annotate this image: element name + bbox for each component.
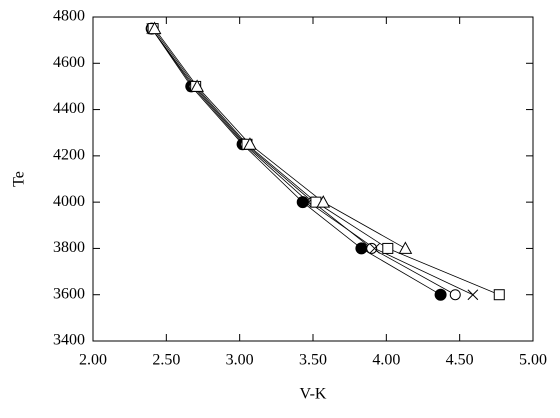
x-tick-label: 2.00	[79, 352, 107, 369]
y-tick-label: 4000	[53, 193, 85, 210]
marker	[190, 79, 204, 92]
marker	[398, 241, 413, 254]
marker	[449, 289, 461, 301]
marker	[147, 21, 162, 35]
x-tick-label: 3.50	[299, 352, 327, 369]
y-axis-label: Te	[11, 171, 28, 187]
series-line	[151, 28, 456, 296]
x-tick-label: 4.00	[372, 352, 400, 369]
x-tick-label: 2.50	[152, 352, 180, 369]
marker	[316, 195, 331, 208]
y-tick-label: 4200	[53, 147, 85, 164]
x-tick-label: 4.50	[446, 352, 474, 369]
x-tick-label: 5.00	[519, 352, 547, 369]
y-tick-label: 4400	[53, 100, 85, 117]
marker	[296, 196, 309, 209]
y-tick-label: 4600	[53, 54, 85, 71]
x-tick-label: 3.00	[226, 352, 254, 369]
marker	[355, 242, 368, 255]
series-line	[154, 28, 406, 249]
marker	[243, 137, 257, 150]
series-line	[151, 28, 474, 296]
y-tick-label: 3400	[53, 332, 85, 349]
x-axis-label: V-K	[300, 386, 327, 403]
plot-frame	[92, 16, 534, 342]
series-line	[152, 28, 500, 296]
marker	[434, 288, 447, 301]
y-tick-label: 4800	[53, 8, 85, 25]
marker	[493, 289, 505, 301]
marker	[369, 243, 380, 254]
marker	[467, 289, 479, 301]
y-tick-label: 3600	[53, 285, 85, 302]
series-line	[151, 28, 441, 296]
marker	[382, 242, 394, 254]
y-tick-label: 3800	[53, 239, 85, 256]
marker	[366, 242, 378, 254]
